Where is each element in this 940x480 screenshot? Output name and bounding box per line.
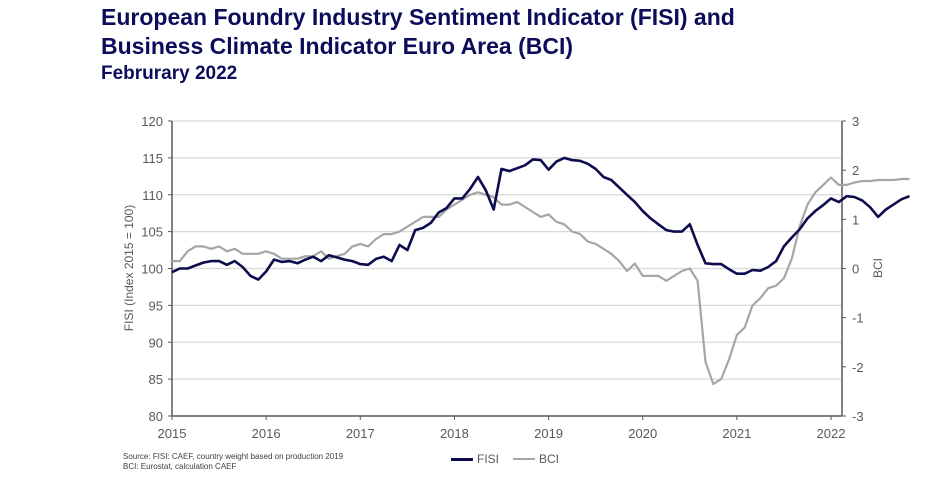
legend-swatch-bci — [513, 458, 536, 460]
y-tick-label: 95 — [149, 298, 163, 313]
y2-tick-label: -2 — [852, 360, 864, 375]
y-tick-label: 120 — [141, 114, 163, 129]
y2-tick-label: -1 — [852, 311, 864, 326]
x-tick-label: 2019 — [534, 426, 563, 441]
y-tick-label: 115 — [142, 151, 163, 166]
y-tick-label: 80 — [149, 409, 163, 424]
title-line-1: European Foundry Industry Sentiment Indi… — [101, 4, 735, 30]
x-tick-label: 2020 — [628, 426, 657, 441]
axes — [168, 120, 846, 420]
gridlines — [172, 120, 842, 380]
x-tick-label: 2018 — [440, 426, 469, 441]
source-line-2: BCI: Eurostat, calculation CAEF — [123, 462, 237, 471]
x-tick-label: 2022 — [817, 426, 846, 441]
y2-axis-label: BCI — [871, 258, 885, 278]
chart-subtitle: Februrary 2022 — [101, 63, 238, 84]
y2-tick-label: 2 — [852, 163, 859, 178]
x-tick-label: 2021 — [722, 426, 751, 441]
source-note: Source: FISI: CAEF, country weight based… — [123, 452, 343, 472]
title-line-2: Business Climate Indicator Euro Area (BC… — [101, 33, 574, 59]
x-tick-label: 2016 — [252, 426, 281, 441]
y-tick-label: 90 — [149, 335, 163, 350]
x-tick-label: 2015 — [158, 426, 187, 441]
y-tick-label: 110 — [142, 188, 163, 203]
y-axis-label: FISI (Index 2015 = 100) — [122, 205, 136, 331]
y-tick-label: 100 — [141, 262, 163, 277]
y2-tick-label: 3 — [852, 114, 859, 129]
y2-tick-label: -3 — [852, 409, 864, 424]
chart-title: European Foundry Industry Sentiment Indi… — [101, 3, 735, 61]
tick-labels: 80 85 90 95 100 105 110 115 120 -3 -2 -1 0 1 2 3 2015 201… — [141, 114, 863, 441]
y2-tick-label: 0 — [852, 262, 859, 277]
legend: FISI BCI — [451, 452, 559, 466]
source-line-1: Source: FISI: CAEF, country weight based… — [123, 452, 344, 461]
legend-label-bci: BCI — [539, 452, 560, 466]
series-line-fisi — [171, 156, 910, 281]
series-line-bci — [172, 176, 910, 386]
x-tick-label: 2017 — [346, 426, 375, 441]
legend-swatch-fisi — [451, 457, 473, 461]
series-lines — [171, 156, 910, 386]
y-tick-label: 105 — [141, 225, 163, 240]
legend-label-fisi: FISI — [477, 452, 500, 466]
y2-tick-label: 1 — [852, 212, 859, 227]
y-tick-label: 85 — [149, 372, 163, 387]
